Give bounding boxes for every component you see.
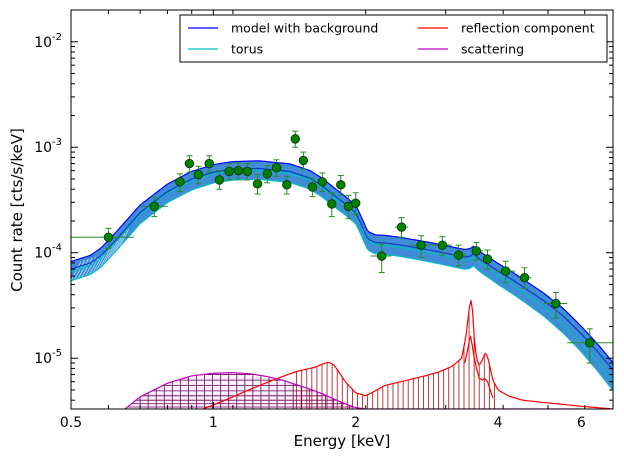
axis-ticks xyxy=(70,9,613,409)
data-point xyxy=(519,272,530,283)
x-tick-labels: 0.5 1 2 4 6 xyxy=(60,415,586,431)
data-point xyxy=(149,201,159,212)
x-tick-label: 2 xyxy=(351,415,360,431)
data-point xyxy=(298,155,309,166)
plot-marks xyxy=(71,130,613,409)
band-hatch-line xyxy=(110,237,122,257)
legend-label: model with background xyxy=(231,21,378,36)
data-point xyxy=(317,177,328,187)
data-point xyxy=(271,162,282,173)
model-uncertainty-band xyxy=(71,160,613,391)
data-point xyxy=(551,298,561,309)
legend-box xyxy=(179,14,608,63)
series-model xyxy=(71,167,613,371)
data-point xyxy=(453,250,464,260)
y-tick-label: 10-3 xyxy=(34,137,62,156)
data-point xyxy=(585,338,595,348)
band-hatch-line xyxy=(74,260,85,280)
y-tick-label: 10-2 xyxy=(34,32,62,51)
plot-frame xyxy=(70,9,614,410)
band-hatch-line xyxy=(118,229,129,249)
data-point xyxy=(224,166,234,177)
data-point xyxy=(377,251,387,261)
legend: model with background reflection componen… xyxy=(179,14,608,63)
x-tick-label: 1 xyxy=(209,415,218,431)
data-point xyxy=(437,240,448,250)
x-tick-label: 4 xyxy=(494,415,503,431)
series-reflection-peak xyxy=(464,334,494,399)
data-point xyxy=(233,165,244,176)
data-point xyxy=(204,158,214,169)
band-hatch-line xyxy=(114,233,126,253)
data-point xyxy=(396,222,407,232)
y-axis-title: Count rate [cts/s/keV] xyxy=(8,128,26,292)
data-point xyxy=(351,198,361,208)
band-hatch-line xyxy=(81,257,93,278)
data-point xyxy=(290,134,300,144)
legend-label: reflection component xyxy=(461,21,595,36)
band-hatch-line xyxy=(100,248,111,268)
data-point xyxy=(242,166,253,177)
data-point xyxy=(262,169,272,179)
y-tick-label: 10-4 xyxy=(34,243,62,262)
data-point xyxy=(416,240,426,250)
band-hatch-line xyxy=(78,259,89,279)
y-tick-labels: 10-5 10-4 10-3 10-2 xyxy=(34,32,62,367)
data-point xyxy=(327,199,337,209)
series-scattering xyxy=(124,372,582,409)
data-point xyxy=(214,175,225,185)
data-point xyxy=(482,254,493,264)
series-reflection xyxy=(202,300,613,409)
series-torus-lower xyxy=(71,178,613,392)
data-point xyxy=(336,180,346,190)
band-hatch-line xyxy=(103,244,115,265)
data-point xyxy=(184,158,195,169)
legend-label: scattering xyxy=(461,42,524,57)
data-point xyxy=(252,179,263,189)
plot-area xyxy=(71,160,613,409)
data-point xyxy=(282,180,292,190)
data-point xyxy=(471,246,482,256)
band-hatch-line xyxy=(71,261,82,282)
band-hatch-line xyxy=(107,240,118,261)
data-point xyxy=(500,266,511,276)
band-hatch-line xyxy=(89,255,100,275)
series-torus xyxy=(71,169,613,382)
x-tick-label: 0.5 xyxy=(60,415,82,431)
data-point xyxy=(103,232,114,243)
y-tick-label: 10-5 xyxy=(34,348,62,367)
legend-label: torus xyxy=(231,42,263,57)
x-axis-title: Energy [keV] xyxy=(294,432,391,450)
data-point xyxy=(307,182,318,192)
x-tick-label: 6 xyxy=(577,415,586,431)
data-point xyxy=(175,177,185,187)
data-point xyxy=(193,169,204,180)
